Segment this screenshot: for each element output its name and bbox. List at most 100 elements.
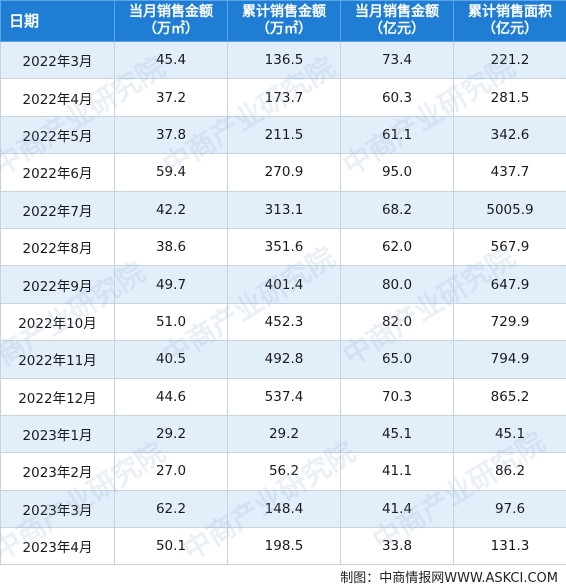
value-cell: 86.2 (453, 452, 566, 491)
value-cell: 45.1 (340, 414, 454, 454)
table-row: 2022年12月 44.6 537.4 70.3 865.2 (0, 377, 566, 416)
value-cell: 50.1 (114, 527, 228, 566)
table-row: 2023年2月 27.0 56.2 41.1 86.2 (0, 452, 566, 491)
table-row: 2022年11月 40.5 492.8 65.0 794.9 (0, 340, 566, 379)
table-row: 2023年1月 29.2 29.2 45.1 45.1 (0, 414, 566, 454)
value-cell: 148.4 (227, 489, 341, 529)
table-header: 日期 当月销售金额 （万㎡） 累计销售金额 （万㎡） 当月销售金额 （亿元） 累计销售面积 （亿… (0, 0, 566, 42)
date-cell: 2022年8月 (0, 227, 115, 267)
value-cell: 221.2 (453, 40, 566, 80)
table-row: 2023年4月 50.1 198.5 33.8 131.3 (0, 527, 566, 566)
value-cell: 70.3 (340, 377, 454, 416)
table-row: 2022年8月 38.6 351.6 62.0 567.9 (0, 227, 566, 267)
value-cell: 437.7 (453, 153, 566, 192)
column-header-unit: （万㎡） (143, 21, 199, 37)
value-cell: 29.2 (227, 414, 341, 454)
value-cell: 60.3 (340, 78, 454, 117)
column-header-0: 日期 (0, 0, 115, 42)
column-header-unit: （亿元） (482, 21, 538, 37)
date-cell: 2022年11月 (0, 340, 115, 379)
column-header-4: 累计销售面积 （亿元） (453, 0, 566, 42)
date-cell: 2023年2月 (0, 452, 115, 491)
table-row: 2022年4月 37.2 173.7 60.3 281.5 (0, 78, 566, 117)
table-row: 2022年6月 59.4 270.9 95.0 437.7 (0, 153, 566, 192)
date-cell: 2022年10月 (0, 302, 115, 342)
value-cell: 49.7 (114, 265, 228, 304)
value-cell: 270.9 (227, 153, 341, 192)
column-header-title: 日期 (9, 11, 40, 30)
value-cell: 80.0 (340, 265, 454, 304)
value-cell: 29.2 (114, 414, 228, 454)
value-cell: 45.1 (453, 414, 566, 454)
value-cell: 51.0 (114, 302, 228, 342)
date-cell: 2023年3月 (0, 489, 115, 529)
column-header-title: 累计销售金额 (242, 4, 326, 20)
value-cell: 41.1 (340, 452, 454, 491)
value-cell: 68.2 (340, 190, 454, 229)
column-header-unit: （亿元） (369, 21, 425, 37)
value-cell: 73.4 (340, 40, 454, 80)
value-cell: 537.4 (227, 377, 341, 416)
table-row: 2022年7月 42.2 313.1 68.2 5005.9 (0, 190, 566, 229)
date-cell: 2022年9月 (0, 265, 115, 304)
value-cell: 5005.9 (453, 190, 566, 229)
value-cell: 40.5 (114, 340, 228, 379)
value-cell: 173.7 (227, 78, 341, 117)
column-header-title: 累计销售面积 (468, 4, 552, 20)
value-cell: 42.2 (114, 190, 228, 229)
column-header-title: 当月销售金额 (355, 4, 439, 20)
value-cell: 313.1 (227, 190, 341, 229)
value-cell: 97.6 (453, 489, 566, 529)
value-cell: 351.6 (227, 227, 341, 267)
table-row: 2023年3月 62.2 148.4 41.4 97.6 (0, 489, 566, 529)
value-cell: 647.9 (453, 265, 566, 304)
column-header-title: 当月销售金额 (129, 4, 213, 20)
value-cell: 211.5 (227, 115, 341, 155)
source-caption: 制图：中商情报网WWW.ASKCI.COM (338, 567, 560, 586)
value-cell: 62.2 (114, 489, 228, 529)
value-cell: 33.8 (340, 527, 454, 566)
value-cell: 45.4 (114, 40, 228, 80)
value-cell: 131.3 (453, 527, 566, 566)
table-row: 2022年10月 51.0 452.3 82.0 729.9 (0, 302, 566, 342)
date-cell: 2023年4月 (0, 527, 115, 566)
value-cell: 41.4 (340, 489, 454, 529)
value-cell: 281.5 (453, 78, 566, 117)
column-header-2: 累计销售金额 （万㎡） (227, 0, 341, 42)
value-cell: 452.3 (227, 302, 341, 342)
value-cell: 27.0 (114, 452, 228, 491)
column-header-3: 当月销售金额 （亿元） (340, 0, 454, 42)
column-header-unit: （万㎡） (256, 21, 312, 37)
date-cell: 2022年7月 (0, 190, 115, 229)
value-cell: 729.9 (453, 302, 566, 342)
value-cell: 37.8 (114, 115, 228, 155)
sales-table: 日期 当月销售金额 （万㎡） 累计销售金额 （万㎡） 当月销售金额 （亿元） 累计销售面积 （亿… (0, 0, 566, 566)
date-cell: 2022年12月 (0, 377, 115, 416)
date-cell: 2022年4月 (0, 78, 115, 117)
value-cell: 62.0 (340, 227, 454, 267)
value-cell: 492.8 (227, 340, 341, 379)
date-cell: 2023年1月 (0, 414, 115, 454)
value-cell: 82.0 (340, 302, 454, 342)
value-cell: 95.0 (340, 153, 454, 192)
value-cell: 198.5 (227, 527, 341, 566)
table-body: 2022年3月 45.4 136.5 73.4 221.2 2022年4月 37.2 173.… (0, 40, 566, 566)
date-cell: 2022年5月 (0, 115, 115, 155)
header-row: 日期 当月销售金额 （万㎡） 累计销售金额 （万㎡） 当月销售金额 （亿元） 累计销售面积 （亿… (0, 0, 566, 42)
value-cell: 61.1 (340, 115, 454, 155)
date-cell: 2022年3月 (0, 40, 115, 80)
value-cell: 342.6 (453, 115, 566, 155)
value-cell: 794.9 (453, 340, 566, 379)
value-cell: 59.4 (114, 153, 228, 192)
table-row: 2022年5月 37.8 211.5 61.1 342.6 (0, 115, 566, 155)
value-cell: 44.6 (114, 377, 228, 416)
table-row: 2022年3月 45.4 136.5 73.4 221.2 (0, 40, 566, 80)
value-cell: 56.2 (227, 452, 341, 491)
value-cell: 65.0 (340, 340, 454, 379)
date-cell: 2022年6月 (0, 153, 115, 192)
value-cell: 865.2 (453, 377, 566, 416)
table-row: 2022年9月 49.7 401.4 80.0 647.9 (0, 265, 566, 304)
value-cell: 136.5 (227, 40, 341, 80)
value-cell: 401.4 (227, 265, 341, 304)
